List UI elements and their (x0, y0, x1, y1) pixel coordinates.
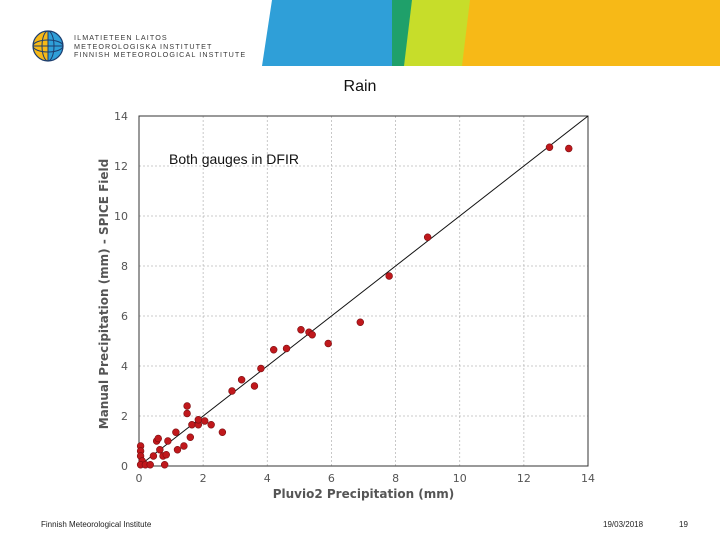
data-point (183, 402, 191, 410)
fmi-logo: ILMATIETEEN LAITOS METEOROLOGISKA INSTIT… (30, 28, 245, 66)
data-points (136, 143, 573, 469)
y-tick-label: 10 (114, 210, 128, 223)
data-point (250, 382, 259, 390)
data-point (385, 272, 393, 280)
data-point (308, 331, 316, 339)
x-tick-label: 4 (264, 472, 271, 485)
x-axis-label: Pluvio2 Precipitation (mm) (273, 487, 455, 501)
data-point (565, 144, 573, 153)
y-tick-label: 6 (121, 310, 128, 323)
data-point (194, 416, 203, 424)
data-point (201, 417, 209, 425)
chart-annotation: Both gauges in DFIR (169, 151, 299, 167)
data-point (188, 421, 196, 429)
y-tick-label: 2 (121, 410, 128, 423)
globe-logo-icon (32, 30, 64, 62)
plot-frame (138, 115, 589, 467)
data-point (186, 433, 195, 441)
x-tick-label: 12 (517, 472, 531, 485)
footer-org: Finnish Meteorological Institute (41, 520, 152, 529)
x-tick-label: 0 (136, 472, 143, 485)
data-point (183, 409, 191, 418)
banner-green-band (404, 0, 480, 66)
org-name-line: ILMATIETEEN LAITOS (74, 33, 168, 42)
data-point (545, 143, 554, 151)
x-tick-label: 2 (200, 472, 207, 485)
data-point (164, 437, 172, 445)
x-tick-label: 14 (581, 472, 595, 485)
data-point (173, 446, 182, 454)
data-point (172, 428, 180, 436)
y-tick-label: 14 (114, 110, 128, 123)
org-name: ILMATIETEEN LAITOS METEOROLOGISKA INSTIT… (74, 33, 247, 60)
data-point (297, 326, 305, 334)
y-axis-label: Manual Precipitation (mm) - SPICE Field (97, 159, 111, 430)
header-banner: ILMATIETEEN LAITOS METEOROLOGISKA INSTIT… (0, 0, 720, 66)
data-point (423, 233, 432, 241)
data-point (324, 339, 332, 348)
data-point (160, 461, 169, 469)
data-point (154, 434, 162, 443)
axis-ticks: 0 2 4 6 8 10 12 14 0 2 4 6 8 10 12 14 (114, 110, 595, 485)
data-point (146, 461, 154, 469)
footer-date: 19/03/2018 (603, 520, 644, 529)
banner-blue-band (262, 0, 420, 66)
y-tick-label: 4 (121, 360, 128, 373)
y-tick-label: 12 (114, 160, 128, 173)
data-point (149, 452, 158, 460)
banner-graphic (262, 0, 720, 66)
x-tick-label: 6 (328, 472, 335, 485)
org-name-line: METEOROLOGISKA INSTITUTET (74, 41, 213, 51)
slide-title: Rain (343, 78, 377, 95)
data-point (207, 421, 215, 429)
org-name-line: FINNISH METEOROLOGICAL INSTITUTE (74, 50, 247, 60)
data-point (228, 387, 236, 395)
data-point (237, 376, 246, 384)
data-point (180, 442, 188, 450)
banner-yellow-band (462, 0, 720, 66)
data-point (356, 318, 364, 326)
page-number: 19 (679, 520, 688, 529)
x-tick-label: 8 (392, 472, 399, 485)
data-point (270, 346, 278, 354)
one-to-one-line (138, 115, 589, 467)
data-point (156, 446, 164, 454)
data-point (162, 451, 170, 459)
y-tick-label: 0 (121, 460, 128, 473)
data-point (257, 364, 265, 373)
x-tick-label: 10 (453, 472, 467, 485)
data-point (218, 428, 227, 436)
y-tick-label: 8 (121, 260, 128, 273)
data-point (282, 344, 291, 353)
